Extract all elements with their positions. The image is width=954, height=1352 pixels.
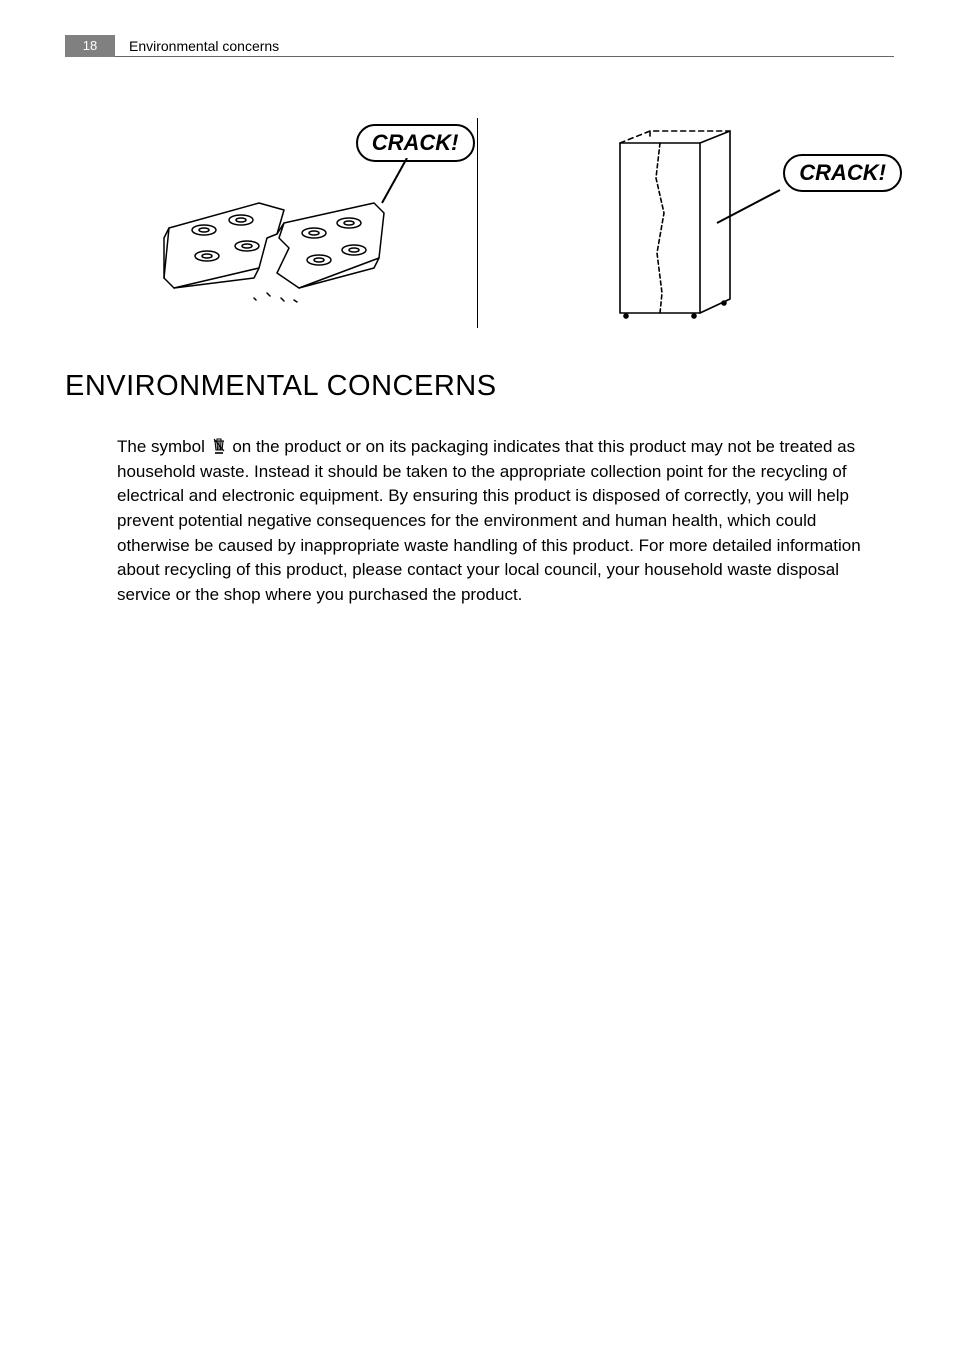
crack-label-left: CRACK!	[356, 124, 475, 162]
figure-left-cell: CRACK!	[72, 118, 477, 328]
figures-row: CRACK! CRACK!	[72, 118, 882, 328]
page-header: 18 Environmental concerns	[65, 35, 894, 57]
weee-icon	[212, 437, 226, 454]
page-number-text: 18	[83, 38, 97, 53]
body-pre-icon: The symbol	[117, 437, 210, 456]
body-paragraph: The symbol on the product or on its pack…	[117, 435, 884, 607]
bubble-tail-right	[712, 188, 782, 228]
figure-right-cell: CRACK!	[478, 118, 883, 328]
hob-crack-illustration	[149, 138, 399, 308]
page-number: 18	[65, 35, 115, 57]
section-heading: ENVIRONMENTAL CONCERNS	[65, 370, 497, 403]
crack-label-right: CRACK!	[783, 154, 902, 192]
header-title: Environmental concerns	[129, 38, 279, 54]
body-post-icon: on the product or on its packaging indic…	[117, 437, 861, 604]
bubble-tail-left	[377, 158, 417, 208]
